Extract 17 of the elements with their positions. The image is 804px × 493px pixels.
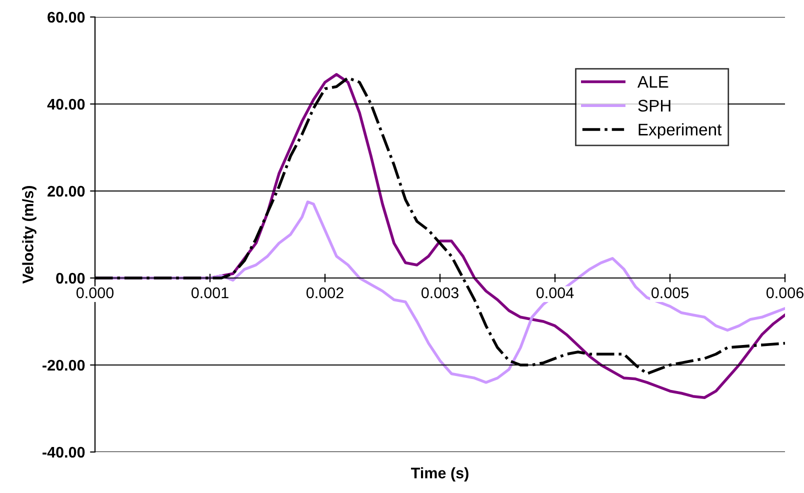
x-tick-label: 0.000 xyxy=(76,287,114,298)
legend-label: SPH xyxy=(638,100,670,112)
x-tick-label: 0.005 xyxy=(651,287,688,298)
y-axis-title: Velocity (m/s) xyxy=(22,186,36,284)
x-tick-label: 0.006 xyxy=(766,287,804,298)
y-tick-label: 0.00 xyxy=(56,272,85,284)
y-tick-label: -40.00 xyxy=(42,446,85,458)
x-tick-label: 0.002 xyxy=(306,287,344,298)
x-axis-title: Time (s) xyxy=(411,467,468,482)
x-tick-label: 0.003 xyxy=(421,287,458,298)
y-tick-label: 40.00 xyxy=(47,98,85,110)
y-tick-label: 60.00 xyxy=(48,12,85,23)
y-tick-label: 20.00 xyxy=(48,186,85,197)
y-tick-label: -20.00 xyxy=(42,360,85,371)
legend-label: ALE xyxy=(637,76,668,88)
legend-label: Experiment xyxy=(638,123,722,139)
x-tick-label: 0.001 xyxy=(191,287,228,298)
